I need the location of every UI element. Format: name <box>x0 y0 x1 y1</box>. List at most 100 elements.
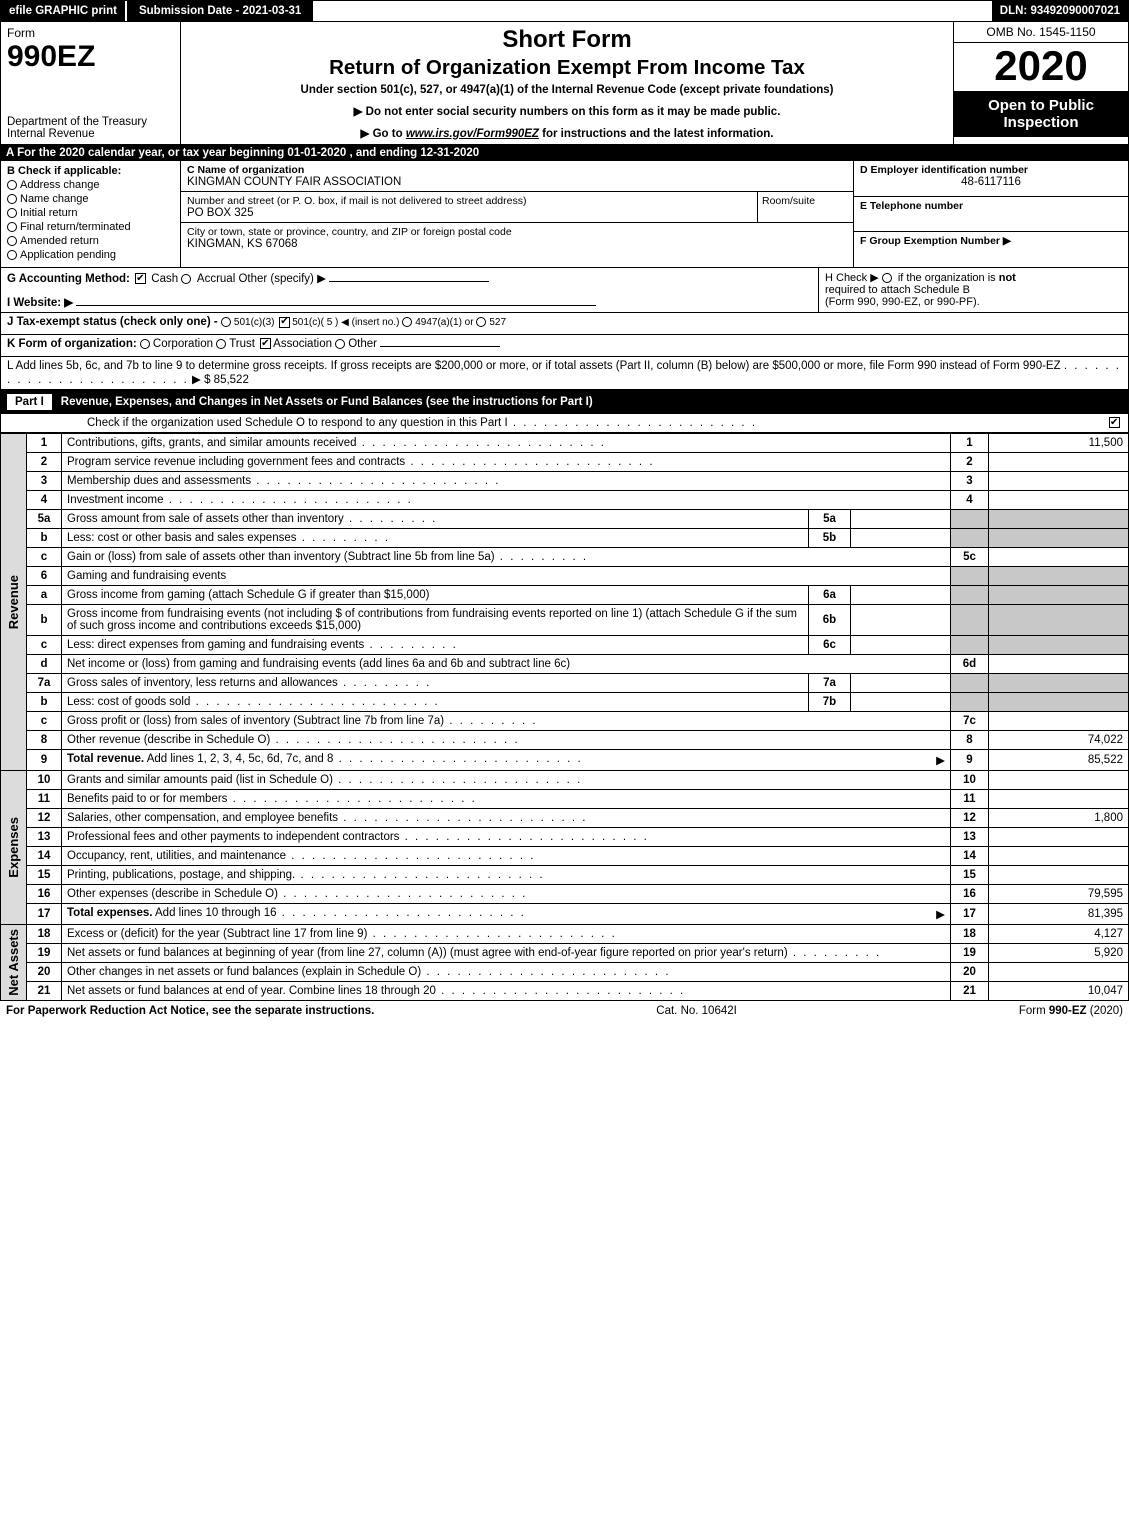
info-block: B Check if applicable: Address change Na… <box>0 161 1129 268</box>
short-form-title: Short Form <box>189 26 945 54</box>
line-19: 19 Net assets or fund balances at beginn… <box>1 944 1129 963</box>
lines-table: Revenue 1 Contributions, gifts, grants, … <box>0 433 1129 1001</box>
ein-label: D Employer identification number <box>860 164 1122 176</box>
line-15: 15 Printing, publications, postage, and … <box>1 866 1129 885</box>
line-20: 20 Other changes in net assets or fund b… <box>1 963 1129 982</box>
dln-label: DLN: 93492090007021 <box>992 1 1128 21</box>
line-10: Expenses 10 Grants and similar amounts p… <box>1 771 1129 790</box>
line-6: 6 Gaming and fundraising events <box>1 567 1129 586</box>
section-j: J Tax-exempt status (check only one) - 5… <box>0 313 1129 335</box>
header-mid: Short Form Return of Organization Exempt… <box>181 22 953 144</box>
check-final-return[interactable]: Final return/terminated <box>7 221 174 233</box>
street-value: PO BOX 325 <box>187 207 753 219</box>
cat-no: Cat. No. 10642I <box>656 1005 737 1017</box>
line-5a: 5a Gross amount from sale of assets othe… <box>1 510 1129 529</box>
form-number: 990EZ <box>7 40 174 74</box>
j-527-checkbox[interactable] <box>476 317 486 327</box>
line-1: Revenue 1 Contributions, gifts, grants, … <box>1 434 1129 453</box>
section-e: E Telephone number <box>854 197 1128 233</box>
line-8: 8 Other revenue (describe in Schedule O)… <box>1 731 1129 750</box>
irs-link[interactable]: www.irs.gov/Form990EZ <box>406 128 539 140</box>
section-g: G Accounting Method: Cash Accrual Other … <box>7 271 812 309</box>
street-label: Number and street (or P. O. box, if mail… <box>187 195 753 207</box>
dept-treasury: Department of the Treasury <box>7 116 174 128</box>
k-label: K Form of organization: <box>7 338 137 350</box>
j-501c-checkbox[interactable] <box>279 317 290 328</box>
org-name-value: KINGMAN COUNTY FAIR ASSOCIATION <box>187 176 847 188</box>
line-7a: 7a Gross sales of inventory, less return… <box>1 674 1129 693</box>
line-2: 2 Program service revenue including gove… <box>1 453 1129 472</box>
submission-date: Submission Date - 2021-03-31 <box>125 1 315 21</box>
website-input[interactable] <box>76 305 596 306</box>
ein-value: 48-6117116 <box>860 176 1122 188</box>
j-501c3-checkbox[interactable] <box>221 317 231 327</box>
line-11: 11 Benefits paid to or for members 11 <box>1 790 1129 809</box>
form-word: Form <box>7 26 174 40</box>
section-d: D Employer identification number 48-6117… <box>854 161 1128 197</box>
k-trust-checkbox[interactable] <box>216 339 226 349</box>
efile-label: efile GRAPHIC print <box>1 1 125 21</box>
h-text2b: required to attach Schedule B <box>825 284 970 296</box>
g-accrual: Accrual <box>197 273 235 285</box>
section-h: H Check ▶ if the organization is not req… <box>818 268 1128 312</box>
line-7c: c Gross profit or (loss) from sales of i… <box>1 712 1129 731</box>
internal-revenue: Internal Revenue <box>7 128 174 140</box>
net-assets-label: Net Assets <box>6 929 21 996</box>
under-section: Under section 501(c), 527, or 4947(a)(1)… <box>189 84 945 96</box>
form-header: Form 990EZ Department of the Treasury In… <box>0 22 1129 145</box>
check-amended-return[interactable]: Amended return <box>7 235 174 247</box>
phone-label: E Telephone number <box>860 200 1122 212</box>
section-c: C Name of organization KINGMAN COUNTY FA… <box>181 161 853 267</box>
g-cash: Cash <box>151 273 178 285</box>
h-text3: (Form 990, 990-EZ, or 990-PF). <box>825 296 980 308</box>
j-4947-checkbox[interactable] <box>402 317 412 327</box>
g-other: Other (specify) ▶ <box>238 273 325 285</box>
line-6b: b Gross income from fundraising events (… <box>1 605 1129 636</box>
section-k: K Form of organization: Corporation Trus… <box>0 335 1129 357</box>
h-text2: if the organization is not <box>898 272 1016 284</box>
h-text1: H Check ▶ <box>825 272 879 284</box>
check-address-change[interactable]: Address change <box>7 179 174 191</box>
org-name-cell: C Name of organization KINGMAN COUNTY FA… <box>181 161 853 192</box>
part1-checkbox[interactable] <box>1109 417 1120 428</box>
line-13: 13 Professional fees and other payments … <box>1 828 1129 847</box>
g-cash-checkbox[interactable] <box>135 273 146 284</box>
h-checkbox[interactable] <box>882 273 892 283</box>
k-other-input[interactable] <box>380 346 500 347</box>
line-5b: b Less: cost or other basis and sales ex… <box>1 529 1129 548</box>
part1-label: Part I <box>6 393 53 411</box>
calendar-year-row: A For the 2020 calendar year, or tax yea… <box>0 145 1129 161</box>
k-assoc-checkbox[interactable] <box>260 338 271 349</box>
tax-year: 2020 <box>954 43 1128 91</box>
part1-title: Revenue, Expenses, and Changes in Net As… <box>61 396 1123 408</box>
line-12: 12 Salaries, other compensation, and emp… <box>1 809 1129 828</box>
open-to-public: Open to Public Inspection <box>954 91 1128 137</box>
line-6c: c Less: direct expenses from gaming and … <box>1 636 1129 655</box>
k-other-checkbox[interactable] <box>335 339 345 349</box>
line-5c: c Gain or (loss) from sale of assets oth… <box>1 548 1129 567</box>
city-cell: City or town, state or province, country… <box>181 223 853 253</box>
part1-check-text: Check if the organization used Schedule … <box>7 417 1107 429</box>
g-label: G Accounting Method: <box>7 273 130 285</box>
goto-post: for instructions and the latest informat… <box>542 128 773 140</box>
check-initial-return[interactable]: Initial return <box>7 207 174 219</box>
line-14: 14 Occupancy, rent, utilities, and maint… <box>1 847 1129 866</box>
k-corp-checkbox[interactable] <box>140 339 150 349</box>
line-6a: a Gross income from gaming (attach Sched… <box>1 586 1129 605</box>
line-21: 21 Net assets or fund balances at end of… <box>1 982 1129 1001</box>
l-amount: 85,522 <box>214 374 249 386</box>
g-other-input[interactable] <box>329 281 489 282</box>
goto-pre: ▶ Go to <box>361 128 406 140</box>
arrow-goto: ▶ Go to www.irs.gov/Form990EZ for instru… <box>189 126 945 140</box>
check-name-change[interactable]: Name change <box>7 193 174 205</box>
section-l: L Add lines 5b, 6c, and 7b to line 9 to … <box>0 357 1129 390</box>
street-cell: Number and street (or P. O. box, if mail… <box>181 192 853 223</box>
check-application-pending[interactable]: Application pending <box>7 249 174 261</box>
group-exemption-label: F Group Exemption Number ▶ <box>860 235 1122 247</box>
line-17: 17 Total expenses. Add lines 10 through … <box>1 904 1129 925</box>
j-label: J Tax-exempt status (check only one) - <box>7 316 218 328</box>
section-b-title: B Check if applicable: <box>7 165 174 177</box>
arrow-no-ssn: ▶ Do not enter social security numbers o… <box>189 104 945 118</box>
header-left: Form 990EZ Department of the Treasury In… <box>1 22 181 144</box>
g-accrual-checkbox[interactable] <box>181 274 191 284</box>
